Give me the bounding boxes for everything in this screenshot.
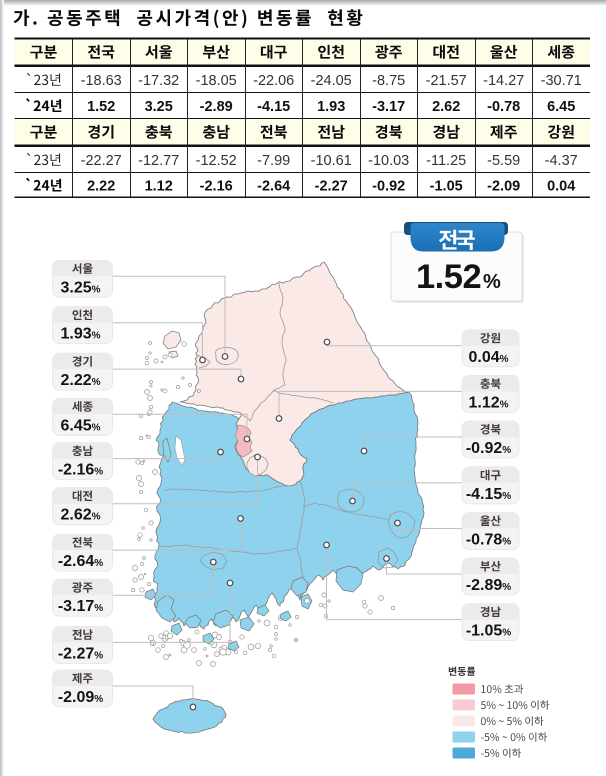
svg-text:-2.89: -2.89 [200, 99, 233, 115]
svg-text:-10.61: -10.61 [311, 153, 352, 169]
svg-text:2.22: 2.22 [87, 179, 115, 195]
svg-text:1.93%: 1.93% [60, 326, 100, 343]
svg-text:-11.25: -11.25 [426, 153, 466, 169]
svg-text:%: % [483, 271, 501, 293]
svg-text:-22.27: -22.27 [81, 153, 122, 169]
svg-text:-0.78: -0.78 [487, 99, 520, 115]
svg-text:1.93: 1.93 [317, 99, 345, 115]
svg-text:-0.92%: -0.92% [466, 440, 511, 457]
svg-text:-0.92: -0.92 [372, 179, 405, 195]
svg-text:0.04: 0.04 [547, 179, 575, 195]
svg-text:-30.71: -30.71 [541, 73, 582, 89]
svg-text:-3.17%: -3.17% [58, 598, 103, 615]
svg-text:1.52: 1.52 [87, 99, 115, 115]
svg-text:-12.77: -12.77 [138, 153, 179, 169]
svg-text:3.25: 3.25 [145, 99, 173, 115]
svg-text:1.52: 1.52 [416, 258, 481, 296]
svg-text:0.04%: 0.04% [468, 349, 508, 366]
svg-text:1.12%: 1.12% [468, 394, 508, 411]
svg-text:-12.52: -12.52 [196, 153, 237, 169]
svg-text:-2.09: -2.09 [487, 179, 520, 195]
svg-text:-2.16: -2.16 [200, 179, 233, 195]
svg-text:-4.37: -4.37 [545, 153, 578, 169]
svg-text:-1.05: -1.05 [430, 179, 463, 195]
svg-text:-3.17: -3.17 [372, 99, 405, 115]
svg-text:-10.03: -10.03 [368, 153, 409, 169]
svg-text:-22.06: -22.06 [253, 73, 294, 89]
svg-text:2.62: 2.62 [432, 99, 460, 115]
svg-text:-2.09%: -2.09% [58, 689, 103, 706]
svg-text:-5.59: -5.59 [487, 153, 520, 169]
svg-text:-0.78%: -0.78% [466, 532, 511, 549]
svg-text:-2.27%: -2.27% [58, 645, 103, 662]
svg-text:-2.16%: -2.16% [58, 462, 103, 479]
svg-text:2.22%: 2.22% [60, 372, 100, 389]
svg-text:-2.27: -2.27 [315, 179, 348, 195]
svg-text:2.62%: 2.62% [60, 507, 100, 524]
svg-text:-18.63: -18.63 [81, 73, 122, 89]
svg-text:3.25%: 3.25% [60, 279, 100, 296]
svg-text:-24.05: -24.05 [311, 73, 352, 89]
svg-text:-2.64: -2.64 [257, 179, 290, 195]
svg-text:-7.99: -7.99 [257, 153, 290, 169]
svg-text:-18.05: -18.05 [196, 73, 237, 89]
svg-text:-14.27: -14.27 [483, 73, 524, 89]
svg-text:-4.15%: -4.15% [466, 486, 511, 503]
svg-text:-1.05%: -1.05% [466, 623, 511, 640]
svg-text:-2.64%: -2.64% [58, 553, 103, 570]
svg-text:1.12: 1.12 [145, 179, 173, 195]
svg-text:6.45: 6.45 [547, 99, 575, 115]
svg-text:-17.32: -17.32 [138, 73, 179, 89]
svg-text:-4.15: -4.15 [257, 99, 290, 115]
svg-text:6.45%: 6.45% [60, 417, 100, 434]
svg-text:-8.75: -8.75 [372, 73, 405, 89]
svg-text:-21.57: -21.57 [426, 73, 467, 89]
svg-text:-2.89%: -2.89% [466, 577, 511, 594]
